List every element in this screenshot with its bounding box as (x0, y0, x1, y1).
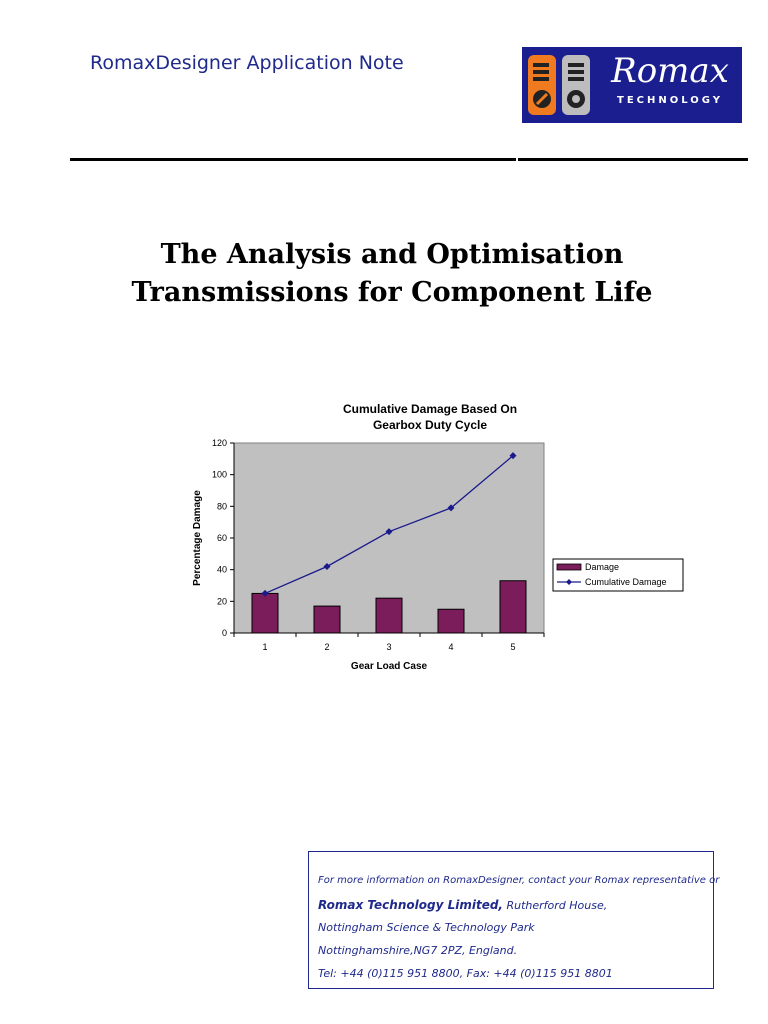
x-tick-label: 2 (324, 642, 329, 652)
document-title-line2: Transmissions for Component Life (131, 277, 653, 308)
contact-box: For more information on RomaxDesigner, c… (308, 851, 719, 989)
damage-bar-2 (313, 605, 341, 634)
damage-bar-3 (375, 597, 403, 634)
logo-subtitle: TECHNOLOGY (617, 95, 723, 106)
damage-bar-5 (499, 580, 527, 634)
cumulative-damage-point-2 (323, 563, 331, 570)
contact-address-3: Nottinghamshire,NG7 2PZ, England. (318, 944, 518, 957)
legend-damage-label: Damage (585, 562, 619, 572)
x-tick-label: 3 (386, 642, 391, 652)
header-rule-left (70, 158, 516, 161)
chart-title-line1: Cumulative Damage Based On (343, 402, 517, 416)
chart-legend: Damage Cumulative Damage (552, 558, 684, 592)
damage-bar-1 (251, 592, 279, 634)
x-tick-label: 1 (262, 642, 267, 652)
document-title-line1: The Analysis and Optimisation (160, 239, 624, 270)
contact-intro: For more information on RomaxDesigner, c… (318, 875, 720, 886)
romax-logo: Romax TECHNOLOGY (522, 47, 742, 123)
contact-company: Romax Technology Limited, (318, 898, 503, 912)
contact-address-2: Nottingham Science & Technology Park (318, 921, 535, 934)
cumulative-damage-point-3 (385, 528, 393, 536)
y-tick-label: 80 (217, 501, 227, 511)
x-axis-label: Gear Load Case (351, 661, 428, 672)
legend-damage-swatch (556, 563, 582, 571)
cumulative-damage-point-5 (509, 452, 517, 460)
damage-bar-4 (437, 608, 465, 634)
contact-company-line: Romax Technology Limited, Rutherford Hou… (318, 898, 607, 912)
y-tick-label: 0 (222, 628, 227, 638)
y-tick-label: 100 (212, 470, 227, 480)
legend-cumulative-marker (566, 579, 572, 585)
damage-chart: Cumulative Damage Based On Gearbox Duty … (192, 402, 684, 672)
chart-title-line2: Gearbox Duty Cycle (373, 418, 487, 432)
x-tick-label: 4 (448, 642, 453, 652)
contact-phone-fax: Tel: +44 (0)115 951 8800, Fax: +44 (0)11… (318, 967, 613, 980)
cumulative-damage-point-1 (261, 589, 269, 597)
contact-address-1: Rutherford House, (502, 899, 608, 912)
y-tick-label: 20 (217, 596, 227, 606)
cumulative-damage-point-4 (447, 504, 455, 512)
y-tick-label: 60 (217, 533, 227, 543)
romax-logo-icon (528, 55, 590, 115)
y-tick-label: 120 (212, 438, 227, 448)
y-axis-label: Percentage Damage (192, 490, 203, 586)
x-tick-label: 5 (510, 642, 515, 652)
logo-name: Romax (611, 51, 729, 91)
header-title: RomaxDesigner Application Note (90, 52, 404, 74)
legend-cumulative-label: Cumulative Damage (585, 577, 667, 587)
y-tick-label: 40 (217, 565, 227, 575)
header-rule-right (518, 158, 748, 161)
document-title: The Analysis and Optimisation Transmissi… (0, 236, 768, 312)
